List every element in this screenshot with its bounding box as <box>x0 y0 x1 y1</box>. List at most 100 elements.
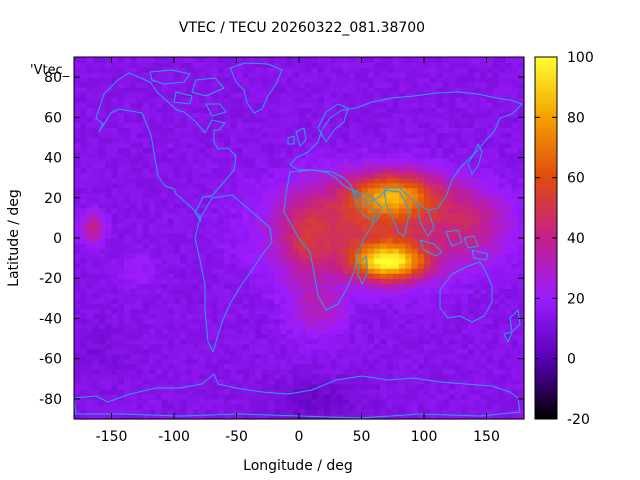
heatmap-cell <box>286 273 294 279</box>
heatmap-cell <box>405 333 413 340</box>
heatmap-cell <box>411 388 419 395</box>
heatmap-cell <box>455 217 463 224</box>
heatmap-cell <box>424 348 431 355</box>
heatmap-cell <box>124 398 131 405</box>
heatmap-cell <box>155 117 163 123</box>
heatmap-cell <box>242 72 250 78</box>
heatmap-cell <box>380 102 388 108</box>
heatmap-cell <box>342 408 350 415</box>
heatmap-cell <box>180 283 188 289</box>
heatmap-cell <box>111 333 119 340</box>
heatmap-cell <box>180 232 188 239</box>
heatmap-cell <box>336 202 344 209</box>
heatmap-cell <box>217 338 225 345</box>
heatmap-cell <box>161 127 169 134</box>
heatmap-cell <box>436 338 444 345</box>
heatmap-cell <box>442 107 450 113</box>
heatmap-cell <box>274 238 281 244</box>
heatmap-cell <box>430 197 438 204</box>
heatmap-cell <box>130 373 138 380</box>
heatmap-cell <box>186 162 194 169</box>
heatmap-cell <box>130 348 138 355</box>
heatmap-cell <box>286 263 294 269</box>
heatmap-cell <box>480 308 488 315</box>
heatmap-cell <box>449 408 456 415</box>
heatmap-cell <box>205 232 213 239</box>
heatmap-cell <box>355 127 363 134</box>
heatmap-cell <box>230 378 238 385</box>
heatmap-cell <box>99 248 106 254</box>
heatmap-cell <box>424 353 431 360</box>
heatmap-cell <box>374 293 381 299</box>
heatmap-cell <box>392 217 400 224</box>
heatmap-cell <box>474 298 481 304</box>
heatmap-cell <box>86 383 94 390</box>
heatmap-cell <box>249 132 256 139</box>
heatmap-cell <box>161 137 169 144</box>
heatmap-cell <box>80 288 88 294</box>
heatmap-cell <box>99 152 106 159</box>
heatmap-cell <box>286 212 294 219</box>
heatmap-cell <box>224 408 231 415</box>
heatmap-cell <box>361 398 369 405</box>
heatmap-cell <box>111 122 119 128</box>
heatmap-cell <box>461 167 469 174</box>
heatmap-cell <box>486 258 494 264</box>
heatmap-cell <box>299 102 306 108</box>
heatmap-cell <box>86 192 94 199</box>
heatmap-cell <box>386 373 394 380</box>
heatmap-cell <box>261 273 269 279</box>
heatmap-cell <box>105 248 113 254</box>
heatmap-cell <box>417 87 425 93</box>
heatmap-cell <box>349 283 356 289</box>
heatmap-cell <box>317 192 325 199</box>
heatmap-cell <box>349 298 356 304</box>
heatmap-cell <box>342 413 350 420</box>
heatmap-cell <box>417 253 425 259</box>
heatmap-cell <box>455 243 463 249</box>
heatmap-cell <box>86 308 94 315</box>
heatmap-cell <box>149 222 156 229</box>
heatmap-cell <box>149 308 156 315</box>
heatmap-cell <box>261 62 269 68</box>
heatmap-cell <box>492 67 500 73</box>
heatmap-cell <box>367 182 375 189</box>
heatmap-cell <box>355 303 363 309</box>
heatmap-cell <box>499 162 506 169</box>
heatmap-cell <box>242 67 250 73</box>
heatmap-cell <box>299 368 306 375</box>
heatmap-cell <box>486 177 494 184</box>
heatmap-cell <box>167 107 175 113</box>
heatmap-cell <box>174 313 181 320</box>
heatmap-cell <box>286 373 294 380</box>
heatmap-cell <box>305 57 313 63</box>
heatmap-cell <box>405 127 413 134</box>
heatmap-cell <box>117 353 125 360</box>
heatmap-cell <box>180 388 188 395</box>
heatmap-cell <box>236 263 244 269</box>
heatmap-cell <box>442 398 450 405</box>
heatmap-cell <box>361 278 369 284</box>
heatmap-cell <box>105 117 113 123</box>
heatmap-cell <box>136 132 144 139</box>
heatmap-cell <box>267 378 275 385</box>
heatmap-cell <box>355 398 363 405</box>
heatmap-cell <box>249 353 256 360</box>
heatmap-cell <box>261 323 269 330</box>
heatmap-cell <box>130 167 138 174</box>
heatmap-cell <box>80 353 88 360</box>
heatmap-cell <box>205 172 213 179</box>
heatmap-cell <box>149 313 156 320</box>
heatmap-cell <box>355 383 363 390</box>
heatmap-cell <box>324 328 331 335</box>
heatmap-cell <box>155 328 163 335</box>
heatmap-cell <box>161 152 169 159</box>
heatmap-cell <box>386 293 394 299</box>
heatmap-cell <box>467 253 475 259</box>
heatmap-cell <box>467 403 475 410</box>
heatmap-cell <box>199 323 206 330</box>
heatmap-cell <box>174 378 181 385</box>
heatmap-cell <box>124 192 131 199</box>
heatmap-cell <box>136 328 144 335</box>
heatmap-cell <box>74 87 81 93</box>
